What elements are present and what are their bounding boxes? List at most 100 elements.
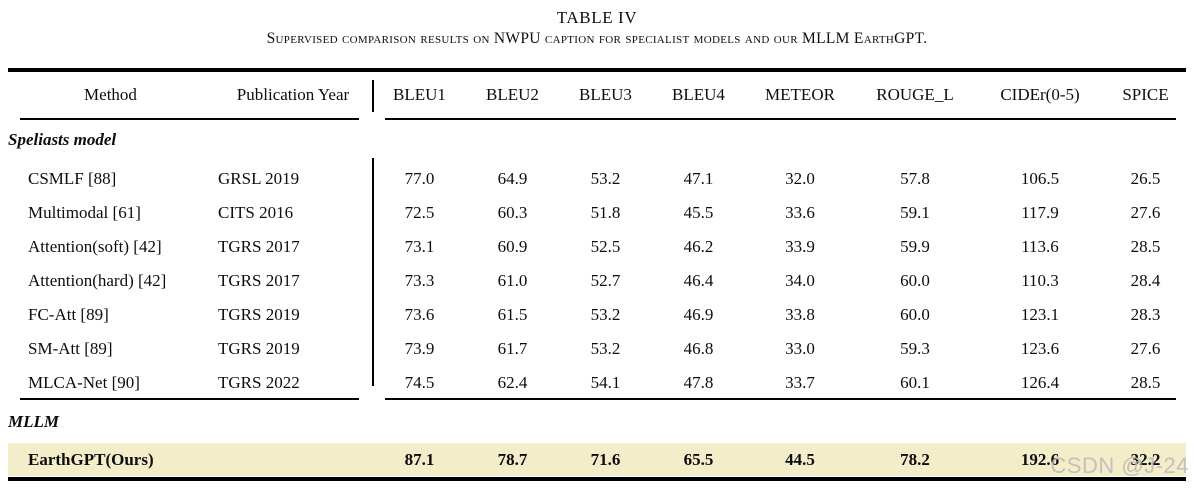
column-header-cider: CIDEr(0-5) <box>1000 85 1080 104</box>
column-header-bleu2: BLEU2 <box>486 85 539 104</box>
metric-value-cell: 87.1 <box>404 449 435 469</box>
metric-value-cell: 33.8 <box>785 305 815 324</box>
table-row: EarthGPT(Ours) 87.1 78.7 71.6 65.5 44.5 78.2 19… <box>8 443 1186 476</box>
table-subtitle: Supervised comparison results on NWPU ca… <box>266 30 928 47</box>
metric-value-cell: 28.5 <box>1130 237 1161 256</box>
table-caption: TABLE IV Supervised comparison results o… <box>0 8 1194 48</box>
metric-value-cell: 78.7 <box>497 449 528 469</box>
method-cell: Attention(soft) [42] <box>28 237 162 256</box>
metric-value-cell: 106.5 <box>1020 169 1060 188</box>
metric-value-cell: 61.0 <box>497 271 528 290</box>
metric-value-cell: 45.5 <box>683 203 714 222</box>
method-cell: MLCA-Net [90] <box>28 373 140 392</box>
metric-value-cell: 123.1 <box>1020 305 1060 324</box>
publication-year-cell: TGRS 2022 <box>218 373 300 392</box>
metric-value-cell: 47.1 <box>683 169 714 188</box>
metric-value-cell: 62.4 <box>497 373 528 392</box>
publication-year-cell: GRSL 2019 <box>218 169 300 188</box>
table-row: Multimodal [61] CITS 2016 72.5 60.3 51.8 45.5… <box>8 196 1186 230</box>
section-label-row: MLLM <box>8 400 1186 443</box>
section-label-row: Speliasts model <box>8 118 1186 162</box>
metric-value-cell: 59.3 <box>900 339 930 358</box>
column-divider-body <box>372 158 374 386</box>
metric-value-cell: 33.0 <box>785 339 815 358</box>
metric-value-cell: 60.0 <box>900 305 930 324</box>
metric-value-cell: 60.9 <box>497 237 528 256</box>
column-header-method: Method <box>84 85 137 104</box>
publication-year-cell: CITS 2016 <box>218 203 294 222</box>
metric-value-cell: 53.2 <box>590 305 621 324</box>
metric-value-cell: 33.6 <box>785 203 815 222</box>
metric-value-cell: 60.3 <box>497 203 528 222</box>
metric-value-cell: 73.1 <box>404 237 435 256</box>
metric-value-cell: 27.6 <box>1130 203 1161 222</box>
table-row: CSMLF [88] GRSL 2019 77.0 64.9 53.2 47.1 32.0 5… <box>8 162 1186 196</box>
metric-value-cell: 61.7 <box>497 339 528 358</box>
metric-value-cell: 33.9 <box>785 237 815 256</box>
metric-value-cell: 110.3 <box>1021 271 1059 290</box>
metric-value-cell: 46.9 <box>683 305 714 324</box>
metric-value-cell: 64.9 <box>497 169 528 188</box>
metric-value-cell: 61.5 <box>497 305 528 324</box>
metric-value-cell: 53.2 <box>590 169 621 188</box>
method-cell: FC-Att [89] <box>28 305 109 324</box>
metric-value-cell: 73.6 <box>404 305 435 324</box>
column-header-bleu1: BLEU1 <box>393 85 446 104</box>
metric-value-cell: 47.8 <box>683 373 714 392</box>
method-cell: Attention(hard) [42] <box>28 271 167 290</box>
publication-year-cell <box>213 443 373 476</box>
section-divider-left <box>20 398 359 400</box>
table-row: SM-Att [89] TGRS 2019 73.9 61.7 53.2 46.8 33.0… <box>8 332 1186 366</box>
metric-value-cell: 34.0 <box>785 271 815 290</box>
column-header-spice: SPICE <box>1122 85 1169 104</box>
metric-value-cell: 54.1 <box>590 373 621 392</box>
metric-value-cell: 32.0 <box>785 169 815 188</box>
table-bottom-rule <box>8 477 1186 481</box>
metric-value-cell: 71.6 <box>590 449 621 469</box>
table-body: Speliasts model CSMLF [88] GRSL 2019 77.0 64… <box>8 118 1186 476</box>
metric-value-cell: 60.0 <box>900 271 930 290</box>
table-row: MLCA-Net [90] TGRS 2022 74.5 62.4 54.1 47.8 33… <box>8 366 1186 400</box>
metric-value-cell: 46.8 <box>683 339 714 358</box>
metric-value-cell: 33.7 <box>785 373 815 392</box>
metric-value-cell: 77.0 <box>404 169 435 188</box>
table-row: Attention(hard) [42] TGRS 2017 73.3 61.0 52.… <box>8 264 1186 298</box>
metric-value-cell: 113.6 <box>1021 237 1059 256</box>
metric-value-cell: 126.4 <box>1020 373 1060 392</box>
metric-value-cell: 52.7 <box>590 271 621 290</box>
metric-value-cell: 44.5 <box>785 449 815 469</box>
publication-year-cell: TGRS 2019 <box>218 305 300 324</box>
results-table: Method Publication Year BLEU1 BLEU2 BLEU… <box>8 72 1186 476</box>
method-cell: SM-Att [89] <box>28 339 113 358</box>
metric-value-cell: 72.5 <box>404 203 435 222</box>
metric-value-cell: 123.6 <box>1020 339 1060 358</box>
metric-value-cell: 51.8 <box>590 203 621 222</box>
metric-value-cell: 74.5 <box>404 373 435 392</box>
metric-value-cell: 73.9 <box>404 339 435 358</box>
section-label: Speliasts model <box>8 130 117 149</box>
method-cell: Multimodal [61] <box>28 203 141 222</box>
section-label: MLLM <box>8 411 59 431</box>
section-divider-right <box>385 398 1176 400</box>
table-number-title: TABLE IV <box>556 8 638 27</box>
column-header-publication-year: Publication Year <box>236 85 350 104</box>
metric-value-cell: 65.5 <box>683 449 714 469</box>
method-cell: EarthGPT(Ours) <box>28 449 154 469</box>
metric-value-cell: 78.2 <box>900 449 930 469</box>
column-header-bleu4: BLEU4 <box>672 85 725 104</box>
header-underline-left <box>20 118 359 120</box>
metric-value-cell: 32.2 <box>1130 449 1161 469</box>
publication-year-cell: TGRS 2017 <box>218 237 300 256</box>
metric-value-cell: 59.1 <box>900 203 930 222</box>
publication-year-cell: TGRS 2017 <box>218 271 300 290</box>
method-cell: CSMLF [88] <box>28 169 117 188</box>
metric-value-cell: 53.2 <box>590 339 621 358</box>
metric-value-cell: 60.1 <box>900 373 930 392</box>
metric-value-cell: 46.2 <box>683 237 714 256</box>
column-header-rouge-l: ROUGE_L <box>876 85 954 104</box>
column-header-bleu3: BLEU3 <box>579 85 632 104</box>
metric-value-cell: 46.4 <box>683 271 714 290</box>
table-row: FC-Att [89] TGRS 2019 73.6 61.5 53.2 46.9 33.8… <box>8 298 1186 332</box>
table-top-rule <box>8 68 1186 72</box>
